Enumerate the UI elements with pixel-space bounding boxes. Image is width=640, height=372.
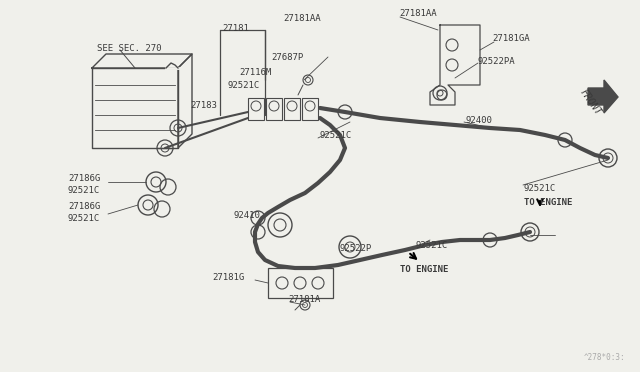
Text: ^278*0:3:: ^278*0:3: bbox=[584, 353, 625, 362]
Text: 92400: 92400 bbox=[466, 115, 493, 125]
Text: 27181AA: 27181AA bbox=[399, 9, 436, 17]
Text: 92521C: 92521C bbox=[228, 80, 260, 90]
Text: 92522PA: 92522PA bbox=[478, 57, 516, 65]
Text: SEE SEC. 270: SEE SEC. 270 bbox=[97, 44, 161, 52]
Text: TO ENGINE: TO ENGINE bbox=[524, 198, 572, 206]
Polygon shape bbox=[588, 80, 618, 113]
Text: TO ENGINE: TO ENGINE bbox=[400, 266, 449, 275]
Text: 92521C: 92521C bbox=[320, 131, 352, 140]
Text: 92521C: 92521C bbox=[68, 186, 100, 195]
Text: 27181A: 27181A bbox=[288, 295, 320, 305]
Text: 27186G: 27186G bbox=[68, 173, 100, 183]
Text: 27181: 27181 bbox=[222, 23, 249, 32]
Text: 27687P: 27687P bbox=[271, 52, 303, 61]
Text: 27181G: 27181G bbox=[212, 273, 244, 282]
Text: 92521C: 92521C bbox=[68, 214, 100, 222]
Text: 27181AA: 27181AA bbox=[283, 13, 321, 22]
Text: FRONT: FRONT bbox=[578, 87, 603, 117]
Text: 92522P: 92522P bbox=[340, 244, 372, 253]
Text: 27181GA: 27181GA bbox=[492, 33, 530, 42]
Text: 27183: 27183 bbox=[190, 100, 217, 109]
Text: 27186G: 27186G bbox=[68, 202, 100, 211]
Text: 92410: 92410 bbox=[234, 211, 261, 219]
Text: 92521C: 92521C bbox=[415, 241, 447, 250]
Text: 27116M: 27116M bbox=[239, 67, 271, 77]
Text: 92521C: 92521C bbox=[524, 183, 556, 192]
